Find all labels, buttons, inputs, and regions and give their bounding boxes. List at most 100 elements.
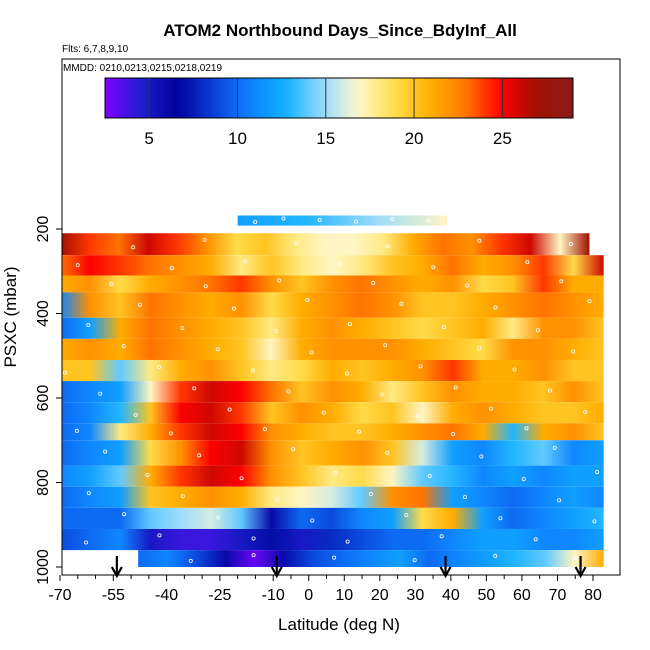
sample-point <box>75 263 80 268</box>
sample-point <box>390 216 395 221</box>
sample-point <box>463 495 468 500</box>
sample-point <box>345 539 350 544</box>
sample-point <box>168 431 173 436</box>
sample-point <box>535 328 540 333</box>
heatmap-layer <box>138 550 604 567</box>
sample-point <box>291 446 296 451</box>
heatmap-layer <box>62 381 604 403</box>
sample-point <box>489 406 494 411</box>
sample-point <box>274 497 279 502</box>
colorbar-tick-label: 5 <box>144 129 153 148</box>
sample-point <box>231 306 236 311</box>
sample-point <box>122 512 127 517</box>
sample-point <box>62 370 67 375</box>
sample-point <box>552 445 557 450</box>
sample-point <box>250 368 255 373</box>
colorbar-tick-label: 10 <box>228 129 247 148</box>
y-tick-label: 200 <box>35 216 52 243</box>
sample-point <box>216 515 221 520</box>
sample-point <box>559 279 564 284</box>
sample-point <box>525 260 530 265</box>
sample-point <box>86 491 91 496</box>
sample-point <box>239 476 244 481</box>
sample-point <box>310 518 315 523</box>
sample-point <box>294 241 299 246</box>
sample-point <box>74 428 79 433</box>
sample-point <box>156 365 161 370</box>
heatmap-layer <box>62 528 604 551</box>
x-tick-label: 50 <box>478 587 496 604</box>
sample-point <box>86 322 91 327</box>
sample-point <box>479 454 484 459</box>
sample-point <box>521 477 526 482</box>
sample-point <box>371 281 376 286</box>
sample-point <box>133 412 138 417</box>
x-tick-label: -40 <box>155 587 178 604</box>
sample-point <box>412 558 417 563</box>
sample-point <box>286 389 291 394</box>
dates-label: MMDD: 0210,0213,0215,0218,0219 <box>63 63 222 74</box>
sample-point <box>453 385 458 390</box>
sample-point <box>145 473 150 478</box>
sample-point <box>592 519 597 524</box>
heatmap-layer <box>62 233 590 256</box>
sample-point <box>353 219 358 224</box>
sample-point <box>431 265 436 270</box>
sample-point <box>180 494 185 499</box>
colorbar <box>104 77 574 119</box>
heatmap-layer <box>62 338 604 360</box>
y-axis-label: PSXC (mbar) <box>1 266 20 367</box>
sample-point <box>281 216 286 221</box>
sample-point <box>345 371 350 376</box>
heatmap-layer <box>62 465 604 487</box>
sample-point <box>109 281 114 286</box>
sample-point <box>121 344 126 349</box>
sample-point <box>337 262 342 267</box>
sample-point <box>309 350 314 355</box>
heatmap-layer <box>62 486 604 508</box>
sample-point <box>243 259 248 264</box>
sample-point <box>180 326 185 331</box>
heatmap-layer <box>62 402 604 424</box>
heatmap-layers <box>62 215 604 567</box>
sample-point <box>380 392 385 397</box>
sample-point <box>568 242 573 247</box>
sample-point <box>571 349 576 354</box>
sample-point <box>203 284 208 289</box>
sample-point <box>533 537 538 542</box>
x-axis-label: Latitude (deg N) <box>278 615 400 634</box>
y-tick-label: 600 <box>35 385 52 412</box>
x-tick-label: -10 <box>262 587 285 604</box>
heatmap-layer <box>62 292 604 318</box>
sample-point <box>557 498 562 503</box>
y-tick-label: 800 <box>35 469 52 496</box>
sample-point <box>383 343 388 348</box>
flight-arrow-head <box>110 566 123 579</box>
y-tick-label: 1000 <box>35 549 52 585</box>
heatmap-layer <box>62 423 604 441</box>
x-tick-label: 80 <box>584 587 602 604</box>
sample-point <box>418 364 423 369</box>
sample-point <box>404 513 409 518</box>
heatmap-layer <box>62 440 604 466</box>
sample-point <box>385 244 390 249</box>
sample-point <box>368 491 373 496</box>
sample-point <box>262 427 267 432</box>
sample-point <box>274 329 279 334</box>
sample-point <box>441 325 446 330</box>
sample-point <box>321 410 326 415</box>
sample-point <box>188 558 193 563</box>
sample-point <box>477 346 482 351</box>
sample-point <box>192 386 197 391</box>
heatmap-layer <box>62 507 604 529</box>
heatmap-layer <box>62 255 604 276</box>
sample-point <box>573 556 578 561</box>
sample-point <box>251 536 256 541</box>
flight-arrow-head <box>270 566 283 579</box>
x-tick-label: 10 <box>335 587 353 604</box>
sample-point <box>305 297 310 302</box>
sample-point <box>595 469 600 474</box>
plot-frame <box>61 58 621 576</box>
sample-point <box>253 219 258 224</box>
sample-point <box>333 470 338 475</box>
